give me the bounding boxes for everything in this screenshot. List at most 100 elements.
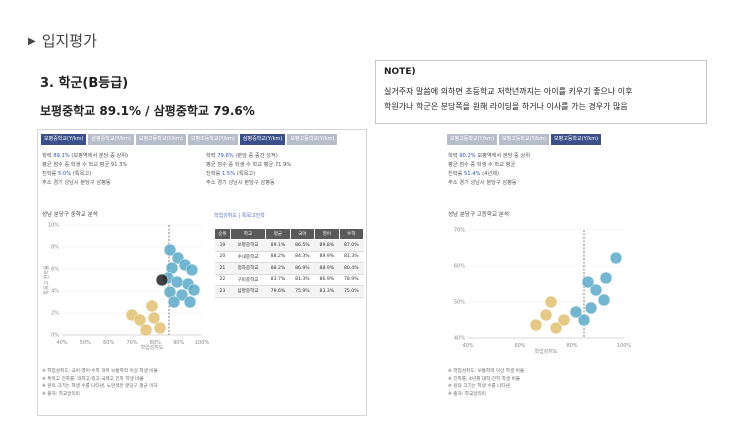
school-bubble[interactable] bbox=[529, 318, 543, 332]
footnote-line: ※ 진학률: 4년제 대학 진학 학생 비율 bbox=[448, 376, 521, 382]
table-cell: 87.0% bbox=[339, 239, 364, 252]
school-bubble[interactable] bbox=[147, 311, 161, 325]
table-cell: 22 bbox=[214, 274, 231, 286]
middle-school-scatter-chart: 0% 2% 4% 6% 8% 10% 40% 50% 60% 70% 80% 90% 100% 특목고 진… bbox=[43, 223, 209, 351]
info-text: (분당 중 중간 성적) bbox=[233, 153, 278, 159]
y-tick-label: 60% bbox=[454, 264, 465, 270]
school-info-sampyeong: 학력 79.6% (분당 중 중간 성적) 평균 점수 중 학생 수 학교 평균 … bbox=[206, 152, 291, 188]
y-tick-label: 10% bbox=[48, 223, 59, 229]
school-tab[interactable]: 삼평중학교(Y/km) bbox=[88, 134, 134, 145]
chart-section-label: 성남 분당구 중학교 분석 bbox=[42, 212, 98, 218]
table-row[interactable]: 20 수내중학교 88.2% 84.3% 89.9% 81.3% bbox=[214, 251, 364, 263]
table-cell: 86.5% bbox=[290, 239, 315, 252]
table-cell: 88.9% bbox=[314, 262, 340, 275]
info-text: 보평역에서 분당 중 상위 bbox=[475, 153, 531, 159]
school-bubble[interactable] bbox=[609, 251, 623, 265]
high-school-scatter-chart: 40% 50% 60% 70% 40% 60% 80% 100% 학업성취도 bbox=[454, 228, 632, 356]
school-bubble[interactable] bbox=[163, 243, 177, 257]
info-text: 평균 점수 중 학생 수 학교 평균 91.3% bbox=[42, 162, 128, 168]
school-tab[interactable]: 보평고등학교(Y/km) bbox=[551, 134, 602, 145]
y-tick-label: 40% bbox=[454, 336, 465, 342]
table-cell: 88.2% bbox=[265, 262, 291, 275]
info-highlight: 1.5% bbox=[221, 171, 236, 177]
table-cell: 19 bbox=[214, 239, 231, 252]
table-cell: 86.9% bbox=[290, 262, 315, 275]
x-tick-label: 60% bbox=[103, 340, 114, 346]
x-axis-label: 학업성취도 bbox=[140, 344, 163, 350]
info-line: 평균 점수 중 학생 수 학교 평균 bbox=[448, 161, 530, 170]
school-bubble[interactable] bbox=[589, 283, 603, 297]
table-cell: 84.3% bbox=[290, 251, 315, 263]
school-bubble[interactable] bbox=[581, 275, 595, 289]
school-bubble[interactable] bbox=[569, 305, 583, 319]
table-cell: 정자중학교 bbox=[230, 262, 266, 275]
school-bubble[interactable] bbox=[183, 295, 197, 309]
x-tick-label: 80% bbox=[566, 343, 577, 349]
x-tick-label: 100% bbox=[617, 343, 632, 349]
school-tab[interactable]: 보평고등학교(Y/km) bbox=[287, 134, 338, 145]
table-cell: 81.3% bbox=[339, 251, 364, 263]
note-line: 학원가나 학군은 분당쪽을 원해 라이딩을 하거나 이사를 가는 경우가 많음 bbox=[384, 102, 628, 111]
footnote-line: ※ 학업성취도: 보통학력 이상 학생 비율 bbox=[448, 369, 525, 374]
school-bubble[interactable] bbox=[539, 308, 553, 322]
footnote-line: ※ 원의 크기는 학생 수를 나타냄 bbox=[448, 384, 510, 389]
school-tab[interactable]: 보평고등학교(Y/km) bbox=[135, 134, 186, 145]
table-row[interactable]: 21 정자중학교 88.2% 86.9% 88.9% 80.4% bbox=[214, 262, 364, 275]
info-text: 학력 bbox=[42, 153, 54, 159]
triangle-bullet-icon: ▶ bbox=[28, 36, 36, 47]
table-cell: 보평중학교 bbox=[230, 239, 266, 252]
school-bubble[interactable] bbox=[185, 263, 199, 277]
table-header-cell: 영어 bbox=[314, 228, 340, 240]
info-line: 주소 경기 성남시 분당구 삼평동 bbox=[448, 179, 530, 188]
note-title: NOTE) bbox=[384, 67, 416, 77]
table-cell: 88.2% bbox=[265, 251, 291, 263]
info-highlight: 51.4% bbox=[463, 171, 481, 177]
table-cell: 83.7% bbox=[265, 274, 291, 286]
table-tab-label: 학업성취도 | 특목고진학 bbox=[214, 213, 265, 219]
chart-footnotes: ※ 학업성취도: 국어·영어·수학 과목 보통학력 이상 학생 비율 ※ 특목고 … bbox=[42, 368, 158, 398]
school-bubble[interactable] bbox=[599, 271, 613, 285]
school-bubble[interactable] bbox=[544, 295, 558, 309]
footnote-line: ※ 출처: 학교알리미 bbox=[42, 391, 80, 397]
info-text: 진학률 bbox=[448, 171, 464, 177]
info-line: 주소 경기 성남시 분당구 삼평동 bbox=[206, 179, 291, 188]
x-tick-label: 50% bbox=[80, 340, 91, 346]
table-cell: 89.8% bbox=[314, 239, 340, 252]
school-bubble[interactable] bbox=[175, 288, 189, 302]
info-line: 평균 점수 중 학생 수 학교 평균 91.3% bbox=[42, 161, 128, 170]
info-text: (보평역에서 분당 중 상위) bbox=[69, 153, 129, 159]
school-bubble[interactable] bbox=[557, 313, 571, 327]
school-bubble[interactable] bbox=[597, 293, 611, 307]
school-tab[interactable]: 삼평중학교(Y/km) bbox=[239, 134, 286, 145]
school-tab[interactable]: 보평초등학교(Y/km) bbox=[187, 134, 238, 145]
table-row[interactable]: 23 삼평중학교 79.6% 75.9% 83.3% 75.0% bbox=[214, 285, 364, 298]
school-bubble[interactable] bbox=[170, 275, 184, 289]
school-bubble[interactable] bbox=[139, 323, 153, 337]
y-tick-label: 2% bbox=[51, 311, 59, 317]
footnote-line: ※ 특목고 진학률: 과학고·외고·국제고 진학 학생 비율 bbox=[42, 376, 144, 382]
school-bubble[interactable] bbox=[155, 273, 169, 287]
school-bubble[interactable] bbox=[584, 301, 598, 315]
school-bubble[interactable] bbox=[153, 321, 167, 335]
school-bubble[interactable] bbox=[167, 295, 181, 309]
school-bubble[interactable] bbox=[187, 283, 201, 297]
school-tab[interactable]: 보평고등학교(Y/km) bbox=[499, 134, 550, 145]
info-line: 평균 점수 중 학생 수 학교 평균 71.9% bbox=[206, 161, 291, 170]
chart-section-label: 성남 분당구 고등학교 분석 bbox=[448, 212, 509, 218]
table-cell: 수내중학교 bbox=[230, 251, 266, 263]
info-text: 진학률 bbox=[42, 171, 58, 177]
table-cell: 81.3% bbox=[290, 274, 315, 286]
table-row[interactable]: 22 구미중학교 83.7% 81.3% 86.9% 78.9% bbox=[214, 274, 364, 286]
school-tab[interactable]: 보평중학교(Y/km) bbox=[41, 134, 87, 145]
section-header: ▶ 입지평가 bbox=[28, 30, 97, 51]
table-cell: 20 bbox=[214, 251, 231, 263]
school-tabs: 보평중학교(Y/km) 삼평중학교(Y/km) 보평고등학교(Y/km) 보평초등학교… bbox=[41, 134, 338, 145]
school-bubble[interactable] bbox=[133, 313, 147, 327]
school-bubble[interactable] bbox=[549, 321, 563, 335]
school-tabs: 보평고등학교(Y/km) 보평고등학교(Y/km) 보평고등학교(Y/km) bbox=[447, 134, 602, 145]
info-line: 학력 89.1% (보평역에서 분당 중 상위) bbox=[42, 152, 128, 161]
school-bubble[interactable] bbox=[145, 299, 159, 313]
school-tab[interactable]: 보평고등학교(Y/km) bbox=[447, 134, 498, 145]
table-row[interactable]: 19 보평중학교 89.1% 86.5% 89.8% 87.0% bbox=[214, 239, 364, 252]
school-bubble[interactable] bbox=[577, 313, 591, 327]
